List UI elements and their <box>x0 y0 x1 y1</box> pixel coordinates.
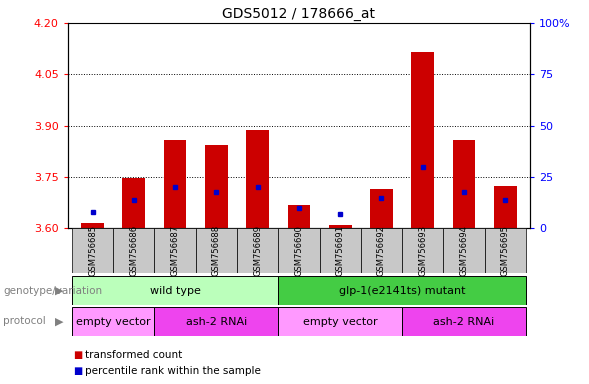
Text: GSM756691: GSM756691 <box>336 225 345 276</box>
Text: GSM756687: GSM756687 <box>171 225 180 276</box>
Text: glp-1(e2141ts) mutant: glp-1(e2141ts) mutant <box>339 286 465 296</box>
Text: GSM756685: GSM756685 <box>88 225 97 276</box>
Bar <box>370 189 393 228</box>
Text: GSM756695: GSM756695 <box>501 225 510 276</box>
Bar <box>320 228 361 273</box>
Text: percentile rank within the sample: percentile rank within the sample <box>85 366 262 376</box>
Text: ■: ■ <box>74 366 83 376</box>
Bar <box>444 228 485 273</box>
Bar <box>154 307 278 336</box>
Bar <box>196 228 237 273</box>
Bar <box>494 186 517 228</box>
Bar <box>113 228 154 273</box>
Text: ■: ■ <box>74 350 83 360</box>
Text: GSM756689: GSM756689 <box>253 225 262 276</box>
Text: empty vector: empty vector <box>303 316 378 327</box>
Bar <box>164 140 187 228</box>
Bar <box>246 130 269 228</box>
Text: GSM756686: GSM756686 <box>130 225 138 276</box>
Text: wild type: wild type <box>150 286 200 296</box>
Text: GSM756694: GSM756694 <box>459 225 468 276</box>
Bar <box>485 228 526 273</box>
Bar <box>72 228 113 273</box>
Text: genotype/variation: genotype/variation <box>3 286 102 296</box>
Bar <box>361 228 402 273</box>
Text: ▶: ▶ <box>55 286 64 296</box>
Bar <box>287 205 310 228</box>
Text: GSM756692: GSM756692 <box>377 225 386 276</box>
Bar <box>237 228 278 273</box>
Text: GSM756693: GSM756693 <box>418 225 427 276</box>
Bar <box>329 225 352 228</box>
Bar <box>72 276 278 305</box>
Title: GDS5012 / 178666_at: GDS5012 / 178666_at <box>223 7 375 21</box>
Text: ash-2 RNAi: ash-2 RNAi <box>434 316 495 327</box>
Text: ▶: ▶ <box>55 316 64 326</box>
Bar <box>453 140 475 228</box>
Bar <box>81 223 104 228</box>
Text: empty vector: empty vector <box>76 316 150 327</box>
Bar <box>72 307 154 336</box>
Bar <box>278 228 320 273</box>
Bar <box>278 276 526 305</box>
Text: protocol: protocol <box>3 316 46 326</box>
Bar <box>205 145 228 228</box>
Bar <box>411 52 434 228</box>
Text: GSM756690: GSM756690 <box>294 225 303 276</box>
Text: ash-2 RNAi: ash-2 RNAi <box>186 316 247 327</box>
Bar <box>402 228 444 273</box>
Text: transformed count: transformed count <box>85 350 183 360</box>
Text: GSM756688: GSM756688 <box>212 225 221 276</box>
Bar <box>154 228 196 273</box>
Bar <box>278 307 402 336</box>
Bar <box>402 307 526 336</box>
Bar <box>123 178 145 228</box>
